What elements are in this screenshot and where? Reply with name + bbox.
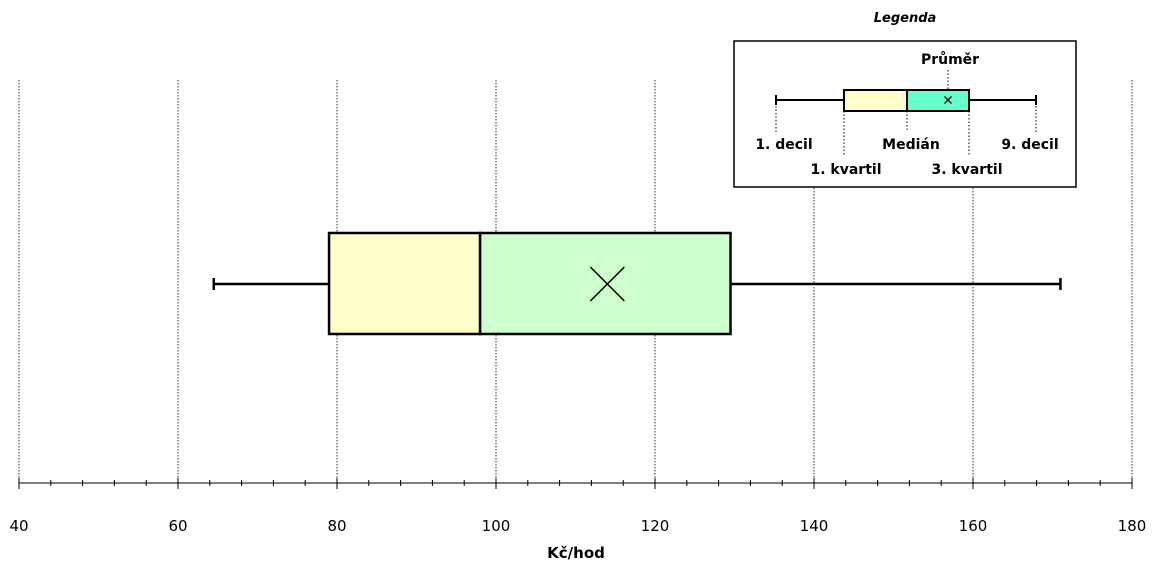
x-axis-title: Kč/hod — [547, 544, 605, 562]
legend-label-decile-1: 1. decil — [755, 137, 812, 153]
x-tick-label: 100 — [482, 517, 511, 535]
x-tick-label: 160 — [959, 517, 988, 535]
legend-mean-marker — [944, 96, 952, 104]
legend-frame — [733, 40, 1077, 188]
legend-label-median: Medián — [882, 137, 940, 153]
legend: Legenda Průměr 1. decil Medián 9. decil … — [733, 11, 1077, 188]
legend-label-quartile-1: 1. kvartil — [810, 162, 881, 178]
box-lower-quartile — [327, 231, 482, 336]
legend-box-lower — [843, 89, 908, 112]
x-axis: 40 60 80 100 120 140 160 180 — [9, 478, 1146, 535]
legend-label-quartile-3: 3. kvartil — [931, 162, 1002, 178]
x-tick-label: 140 — [800, 517, 829, 535]
box-upper-quartile — [478, 231, 732, 336]
legend-box-upper — [906, 89, 970, 112]
x-tick-label: 180 — [1118, 517, 1147, 535]
mean-marker — [589, 266, 625, 302]
legend-label-mean: Průměr — [921, 51, 979, 68]
box-plot — [212, 231, 1062, 336]
x-tick-label: 40 — [9, 517, 28, 535]
legend-marks — [775, 70, 1037, 156]
x-tick-label: 80 — [327, 517, 346, 535]
x-tick-label: 120 — [641, 517, 670, 535]
x-tick-label: 60 — [168, 517, 187, 535]
legend-title: Legenda — [874, 11, 937, 26]
legend-label-decile-9: 9. decil — [1001, 137, 1058, 153]
